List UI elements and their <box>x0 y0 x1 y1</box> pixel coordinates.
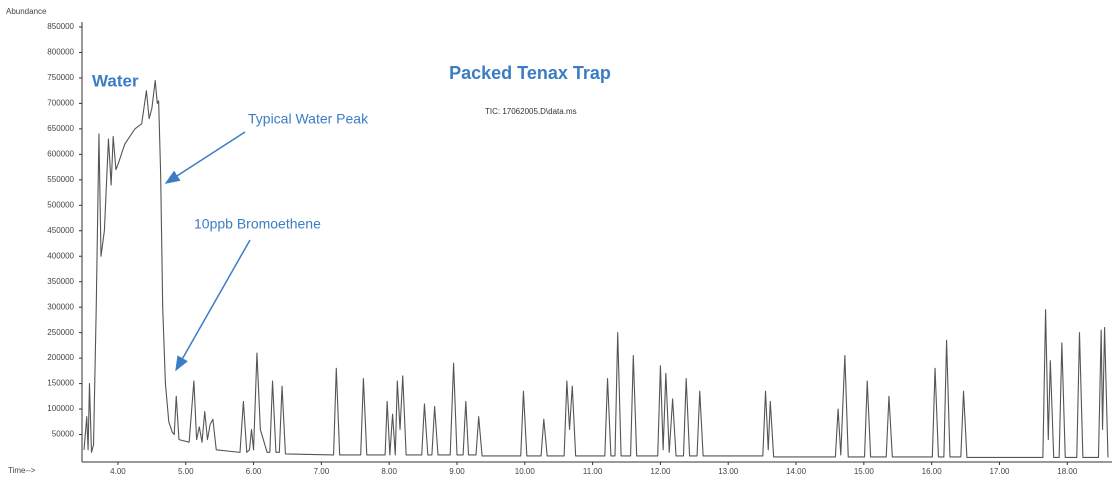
y-tick-label: 350000 <box>47 277 74 286</box>
x-tick-label: 18.00 <box>1057 467 1078 476</box>
chart-title: Packed Tenax Trap <box>449 63 611 83</box>
y-tick-label: 600000 <box>47 149 74 158</box>
x-tick-label: 8.00 <box>381 467 397 476</box>
y-tick-label: 750000 <box>47 73 74 82</box>
x-tick-label: 9.00 <box>449 467 465 476</box>
y-tick-label: 800000 <box>47 48 74 57</box>
x-tick-label: 16.00 <box>922 467 943 476</box>
y-tick-label: 650000 <box>47 124 74 133</box>
y-tick-label: 250000 <box>47 328 74 337</box>
arrow <box>175 239 251 372</box>
chromatogram-line <box>83 79 1109 458</box>
annotation: Typical Water Peak <box>248 111 369 127</box>
y-tick-label: 200000 <box>47 353 74 362</box>
y-tick-label: 500000 <box>47 200 74 209</box>
x-tick-label: 13.00 <box>718 467 739 476</box>
arrow <box>164 131 246 184</box>
annotation: TIC: 17062005.D\data.ms <box>485 107 577 116</box>
x-tick-label: 17.00 <box>989 467 1010 476</box>
x-tick-label: 15.00 <box>854 467 875 476</box>
x-tick-label: 6.00 <box>246 467 262 476</box>
y-tick-label: 300000 <box>47 302 74 311</box>
y-tick-label: 50000 <box>52 430 75 439</box>
y-tick-label: 150000 <box>47 379 74 388</box>
x-tick-label: 7.00 <box>314 467 330 476</box>
y-tick-label: 700000 <box>47 99 74 108</box>
y-axis-label: Abundance <box>6 7 47 16</box>
x-tick-label: 5.00 <box>178 467 194 476</box>
y-tick-label: 400000 <box>47 251 74 260</box>
x-tick-label: 11.00 <box>583 467 603 476</box>
y-tick-label: 100000 <box>47 404 74 413</box>
x-axis-label: Time--> <box>8 466 36 475</box>
y-tick-label: 850000 <box>47 22 74 31</box>
y-tick-label: 550000 <box>47 175 74 184</box>
x-tick-label: 10.00 <box>515 467 536 476</box>
annotation: 10ppb Bromoethene <box>194 216 321 232</box>
y-tick-label: 450000 <box>47 226 74 235</box>
x-tick-label: 4.00 <box>110 467 126 476</box>
annotation: Water <box>92 71 139 90</box>
x-tick-label: 12.00 <box>650 467 671 476</box>
x-tick-label: 14.00 <box>786 467 807 476</box>
